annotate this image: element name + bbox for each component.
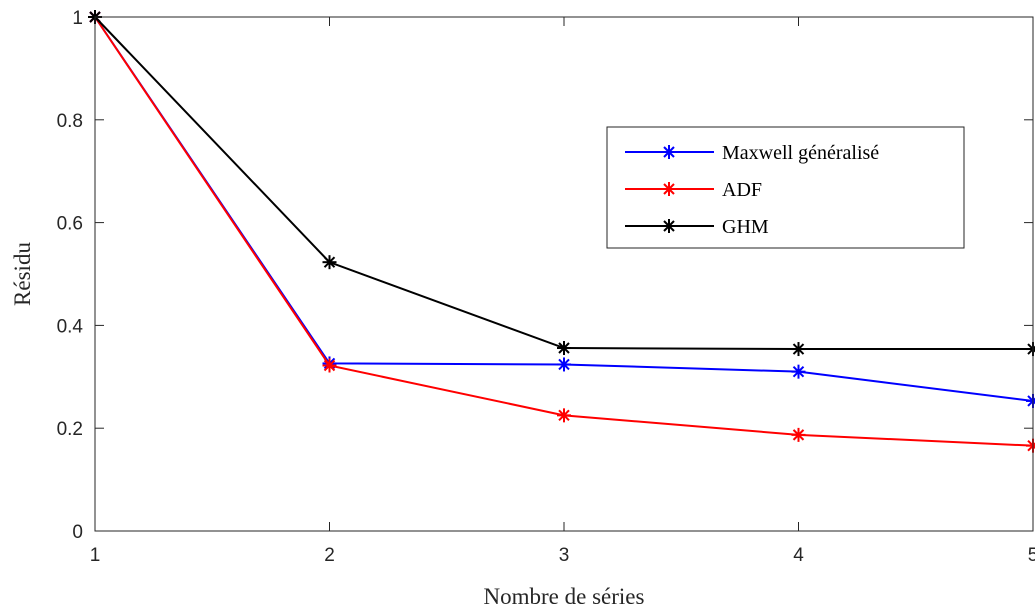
y-tick-label: 1	[72, 8, 83, 29]
legend-item: GHM	[625, 216, 769, 238]
x-axis: 1 2 3 4 5	[90, 17, 1035, 566]
y-tick-label: 0.2	[57, 419, 83, 440]
legend-marker	[662, 145, 676, 159]
y-axis-label: Résidu	[10, 242, 35, 306]
x-tick-label: 4	[793, 545, 804, 566]
legend-marker	[662, 182, 676, 196]
legend-label: GHM	[722, 216, 769, 238]
y-axis: 0 0.2 0.4 0.6 0.8 1	[57, 8, 1033, 543]
x-axis-label: Nombre de séries	[484, 584, 645, 609]
data-point	[322, 358, 337, 373]
y-tick-label: 0.4	[57, 316, 84, 337]
y-tick-label: 0.8	[57, 111, 83, 132]
x-tick-label: 5	[1028, 545, 1035, 566]
plot-area	[95, 17, 1033, 531]
legend-label: Maxwell généralisé	[722, 142, 879, 164]
legend-label: ADF	[722, 179, 762, 201]
x-tick-label: 2	[324, 545, 335, 566]
legend: Maxwell généralisé ADF GHM	[606, 126, 965, 249]
y-tick-label: 0	[72, 522, 83, 543]
data-point	[557, 357, 571, 372]
data-point	[791, 342, 806, 357]
data-point	[791, 427, 806, 442]
data-point	[322, 255, 337, 270]
x-tick-label: 1	[90, 545, 101, 566]
x-tick-label: 3	[559, 545, 570, 566]
legend-item: ADF	[625, 179, 762, 201]
y-tick-label: 0.6	[57, 214, 83, 235]
data-point	[791, 364, 806, 379]
data-point	[557, 341, 571, 356]
data-point	[557, 408, 571, 423]
legend-item: Maxwell généralisé	[625, 142, 879, 164]
legend-marker	[662, 219, 676, 233]
